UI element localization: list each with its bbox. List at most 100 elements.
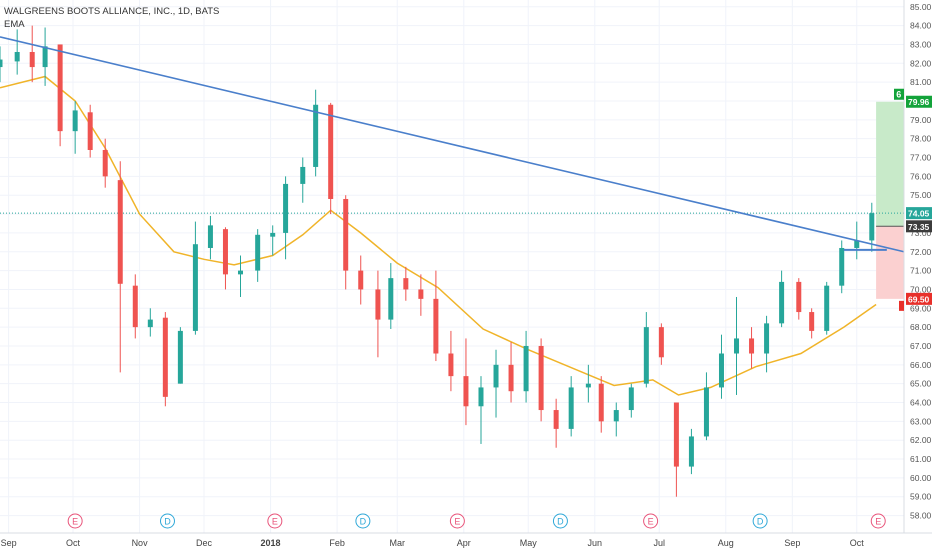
y-tick-label: 72.00 [910, 247, 932, 257]
candle-body [523, 345, 529, 392]
candle-body [72, 110, 78, 132]
candle-body [869, 213, 875, 241]
candle-body [343, 198, 349, 271]
price-label-box [906, 220, 932, 233]
x-tick-label: Apr [457, 538, 471, 548]
candle-body [854, 240, 860, 248]
x-tick-label: 2018 [261, 538, 281, 548]
x-tick-label: Jun [588, 538, 603, 548]
dividend-marker-label: D [757, 517, 764, 527]
target-badge-text: 6 [896, 90, 901, 100]
candle-body [613, 410, 619, 422]
y-tick-label: 83.00 [910, 39, 932, 49]
symbol-title: WALGREENS BOOTS ALLIANCE, INC., 1D, BATS [4, 6, 220, 17]
candle-body [585, 383, 591, 388]
y-tick-label: 77.00 [910, 153, 932, 163]
candle-body [553, 410, 559, 429]
x-tick-label: Aug [718, 538, 734, 548]
y-tick-label: 78.00 [910, 134, 932, 144]
x-tick-label: May [520, 538, 538, 548]
candle-body [598, 383, 604, 422]
y-tick-label: 61.00 [910, 454, 932, 464]
candle-body [207, 225, 213, 248]
candle-body [673, 402, 679, 467]
candle-body [57, 44, 63, 132]
dividend-marker [552, 513, 568, 529]
candle-body [703, 387, 709, 437]
candle-body [448, 353, 454, 377]
y-tick-label: 64.00 [910, 398, 932, 408]
candle-body [688, 436, 694, 467]
target-badge [894, 88, 904, 100]
candle-body [358, 270, 364, 290]
candle-body [162, 317, 168, 397]
candle-body [734, 338, 740, 354]
dividend-marker-label: D [557, 517, 564, 527]
candle-body [87, 112, 93, 150]
candle-body [418, 289, 424, 299]
earnings-marker-label: E [72, 517, 78, 527]
y-tick-label: 69.00 [910, 303, 932, 313]
loss-zone [876, 226, 904, 299]
y-tick-label: 68.00 [910, 322, 932, 332]
candle-body [192, 244, 198, 331]
x-tick-label: Oct [66, 538, 81, 548]
profit-zone [876, 101, 904, 227]
candle-body [718, 353, 724, 388]
candle-body [42, 46, 48, 68]
x-tick-label: Dec [196, 538, 213, 548]
y-tick-label: 65.00 [910, 379, 932, 389]
earnings-marker [267, 513, 283, 529]
candle-body [779, 281, 785, 324]
price-label-text: 74.05 [908, 209, 930, 219]
candle-body [478, 387, 484, 407]
candle-body [749, 338, 755, 354]
dividend-marker-label: D [360, 517, 367, 527]
earnings-marker [870, 513, 886, 529]
candle-body [0, 59, 3, 68]
resistance-trendline [0, 36, 905, 253]
y-tick-label: 58.00 [910, 511, 932, 521]
y-tick-label: 70.00 [910, 284, 932, 294]
earnings-marker [643, 513, 659, 529]
candle-body [222, 229, 228, 275]
candle-body [538, 345, 544, 411]
indicator-label: EMA [4, 19, 25, 30]
earnings-marker-label: E [875, 517, 881, 527]
candle-body [147, 319, 153, 328]
candle-body [628, 387, 634, 411]
candle-body [493, 364, 499, 388]
earnings-marker-label: E [454, 517, 460, 527]
candle-body [658, 327, 664, 358]
dividend-marker [159, 513, 175, 529]
y-tick-label: 60.00 [910, 473, 932, 483]
price-label-box [906, 207, 932, 220]
candle-body [117, 180, 123, 284]
y-tick-label: 67.00 [910, 341, 932, 351]
candle-body [643, 327, 649, 384]
price-label-box [906, 292, 932, 305]
earnings-marker-label: E [272, 517, 278, 527]
dividend-marker [752, 513, 768, 529]
candle-body [508, 364, 514, 392]
x-tick-label: Sep [784, 538, 800, 548]
x-tick-label: Sep [1, 538, 17, 548]
candle-body [255, 234, 261, 271]
candle-body [132, 285, 138, 328]
candle-body [796, 281, 802, 313]
x-tick-label: Nov [132, 538, 149, 548]
x-tick-label: Mar [389, 538, 405, 548]
candle-body [237, 270, 243, 275]
x-tick-label: Oct [850, 538, 865, 548]
candle-body [824, 285, 830, 331]
candle-body [375, 289, 381, 320]
y-tick-label: 79.00 [910, 115, 932, 125]
x-tick-label: Feb [329, 538, 345, 548]
y-tick-label: 66.00 [910, 360, 932, 370]
earnings-marker [449, 513, 465, 529]
dividend-marker [355, 513, 371, 529]
candle-body [809, 312, 815, 331]
candle-body [764, 323, 770, 354]
